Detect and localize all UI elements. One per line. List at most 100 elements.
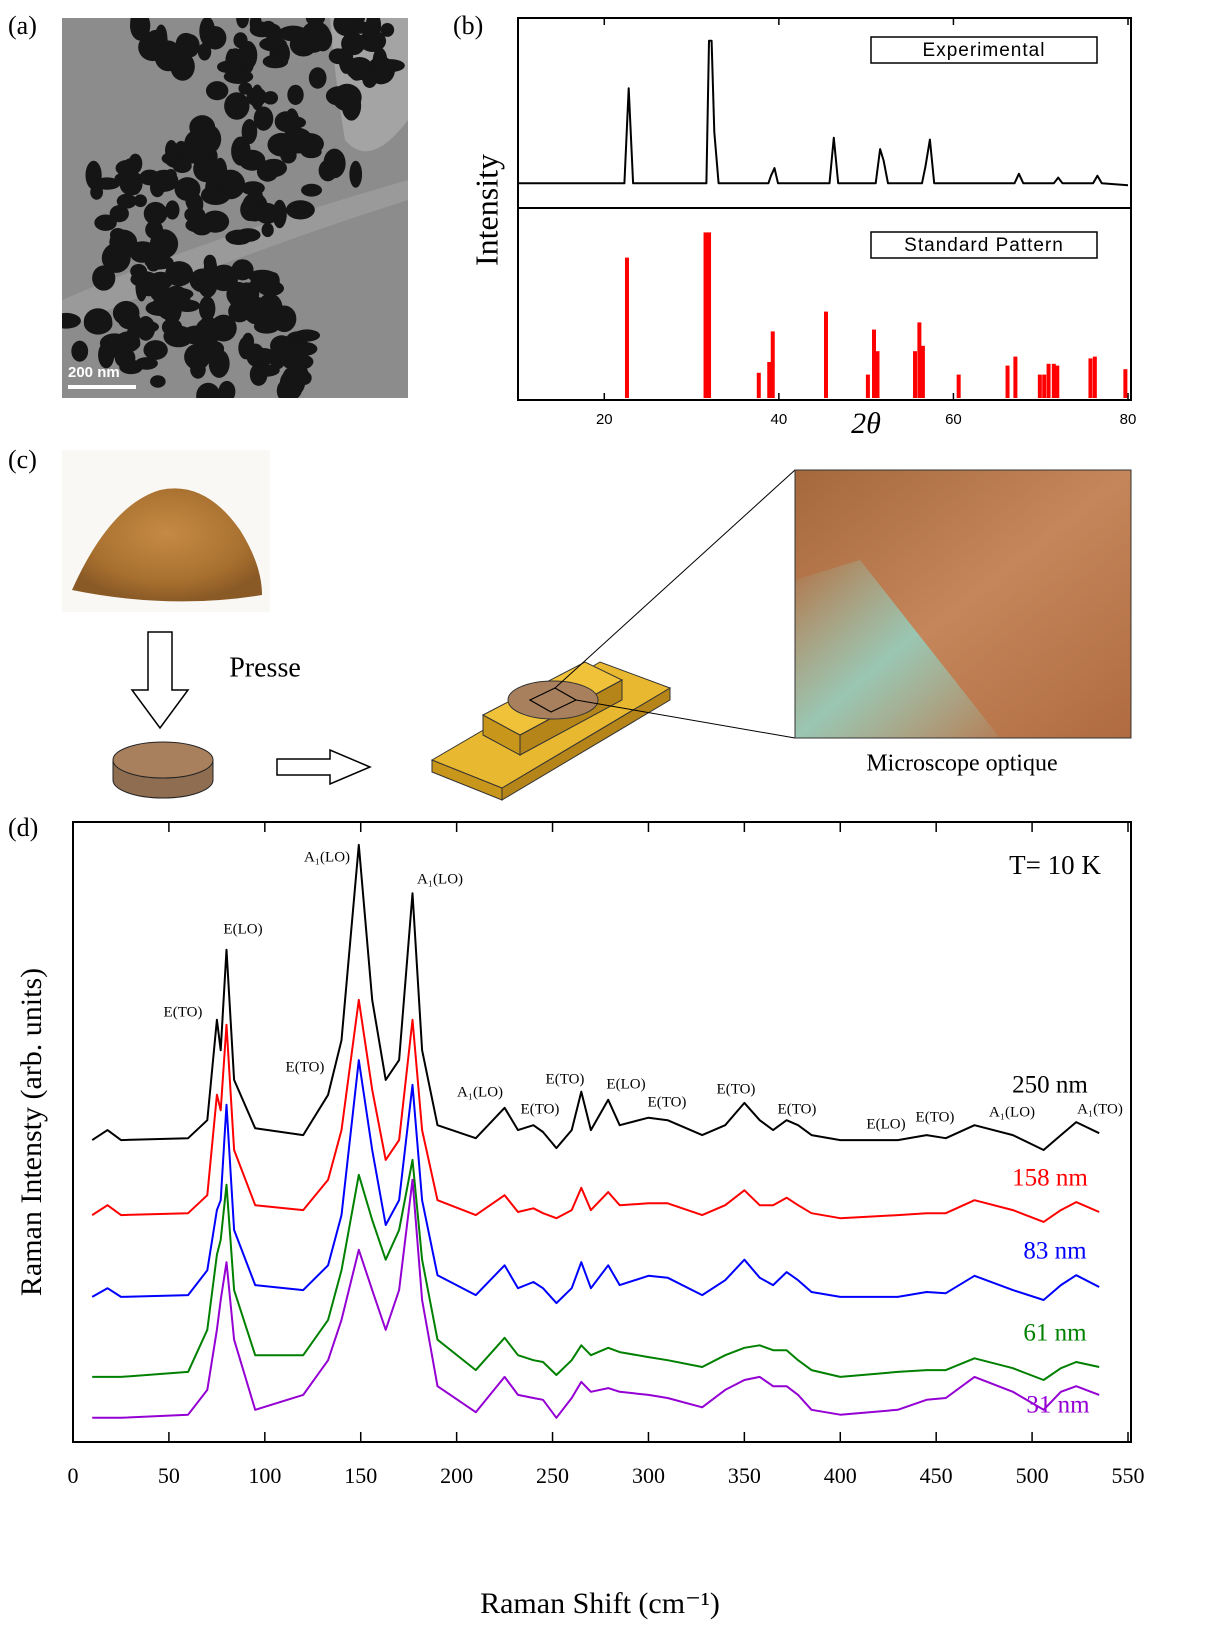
sample-holder [430, 661, 672, 801]
tem-particle [194, 124, 222, 154]
tem-particle [62, 312, 81, 329]
x-tick-label: 0 [68, 1463, 79, 1488]
pellet-top [112, 741, 214, 779]
pellet-on-holder [507, 680, 599, 720]
tem-particle [109, 229, 138, 255]
stick [767, 362, 772, 398]
tem-particle [135, 272, 148, 302]
tem-particle [198, 315, 218, 344]
tem-particle [256, 161, 279, 182]
tem-particle [323, 148, 346, 179]
stick [707, 232, 712, 398]
stick [913, 351, 918, 398]
zoom-line [554, 469, 796, 689]
tem-particle [144, 254, 174, 270]
tem-particle [269, 346, 286, 370]
x-tick-label: 100 [248, 1463, 281, 1488]
panel-label: (a) [8, 11, 37, 40]
tem-particle [164, 169, 177, 182]
stick [1051, 363, 1056, 398]
tem-particle [116, 193, 137, 209]
tem-particle [228, 300, 251, 323]
tem-particle [235, 228, 261, 242]
scale-bar-label: 200 nm [68, 364, 120, 381]
tem-particle [349, 160, 363, 188]
x-tick-label: 550 [1112, 1463, 1145, 1488]
tem-particle [246, 87, 267, 107]
peak-annotation: E(LO) [606, 1076, 645, 1092]
stick [770, 331, 775, 398]
tem-image [62, 18, 408, 398]
label-box [870, 231, 1098, 259]
tem-particle [238, 149, 266, 171]
tem-particle [259, 37, 287, 52]
peak-annotation: E(TO) [546, 1071, 585, 1087]
tem-particle [253, 106, 274, 131]
tem-particle [210, 314, 237, 342]
tem-particle [114, 347, 136, 368]
tem-particle [260, 20, 277, 38]
data-line [517, 39, 1129, 187]
tem-particle [255, 202, 280, 224]
stick [1055, 365, 1060, 398]
tem-particle [380, 22, 395, 37]
tem-particle [143, 201, 168, 226]
tem-particle [130, 18, 151, 41]
tem-particle [224, 92, 250, 120]
legend-label: 250 nm [1012, 1072, 1088, 1099]
tem-particle [341, 32, 366, 56]
data-line [92, 1158, 1100, 1381]
tem-particle [150, 375, 166, 388]
press-label: Presse [229, 652, 301, 683]
tem-particle [281, 378, 302, 398]
peak-annotation: A₁(LO) [989, 1104, 1035, 1120]
label-box [870, 36, 1098, 64]
stick [1042, 374, 1047, 398]
stick [624, 257, 629, 398]
tem-particle [300, 21, 331, 51]
tem-particle [287, 84, 304, 105]
tem-particle [203, 254, 217, 270]
tem-particle [90, 184, 104, 200]
stick [1092, 356, 1097, 398]
tem-particle [349, 20, 371, 34]
tem-particle [218, 380, 236, 398]
tem-particle [98, 341, 115, 369]
x-tick-label: 450 [920, 1463, 953, 1488]
panel-label: (d) [8, 813, 38, 842]
tem-particle [241, 119, 258, 145]
tem-particle [283, 127, 313, 153]
tem-particle [325, 86, 352, 106]
peak-annotation: E(TO) [286, 1059, 325, 1075]
tem-particle [236, 18, 250, 29]
tem-particle [261, 222, 274, 238]
tem-particle [92, 265, 116, 291]
arrow-down [130, 631, 190, 730]
tem-particle [135, 357, 158, 370]
tem-particle [251, 364, 280, 377]
tem-particle [133, 194, 147, 208]
tem-particle [196, 382, 221, 398]
peak-annotation: E(TO) [717, 1081, 756, 1097]
stick [823, 311, 828, 398]
data-line [91, 1059, 1100, 1305]
tem-particle [205, 81, 229, 101]
tem-particle [128, 171, 142, 195]
tem-particle [174, 177, 201, 202]
peak-annotation: A₁(LO) [304, 849, 350, 865]
x-tick-label: 40 [771, 411, 788, 428]
tem-particle [198, 296, 216, 322]
micro-frame [794, 469, 1132, 739]
stick [865, 374, 870, 398]
panel-label: (b) [453, 11, 483, 40]
tem-particle [200, 185, 231, 206]
tem-particle [128, 153, 143, 174]
x-tick-label: 500 [1016, 1463, 1049, 1488]
stick [703, 232, 708, 398]
stick [1013, 356, 1018, 398]
stick [917, 322, 922, 398]
x-tick-label: 20 [596, 411, 613, 428]
tem-particle [348, 62, 365, 81]
peak-annotation: E(LO) [866, 1116, 905, 1132]
